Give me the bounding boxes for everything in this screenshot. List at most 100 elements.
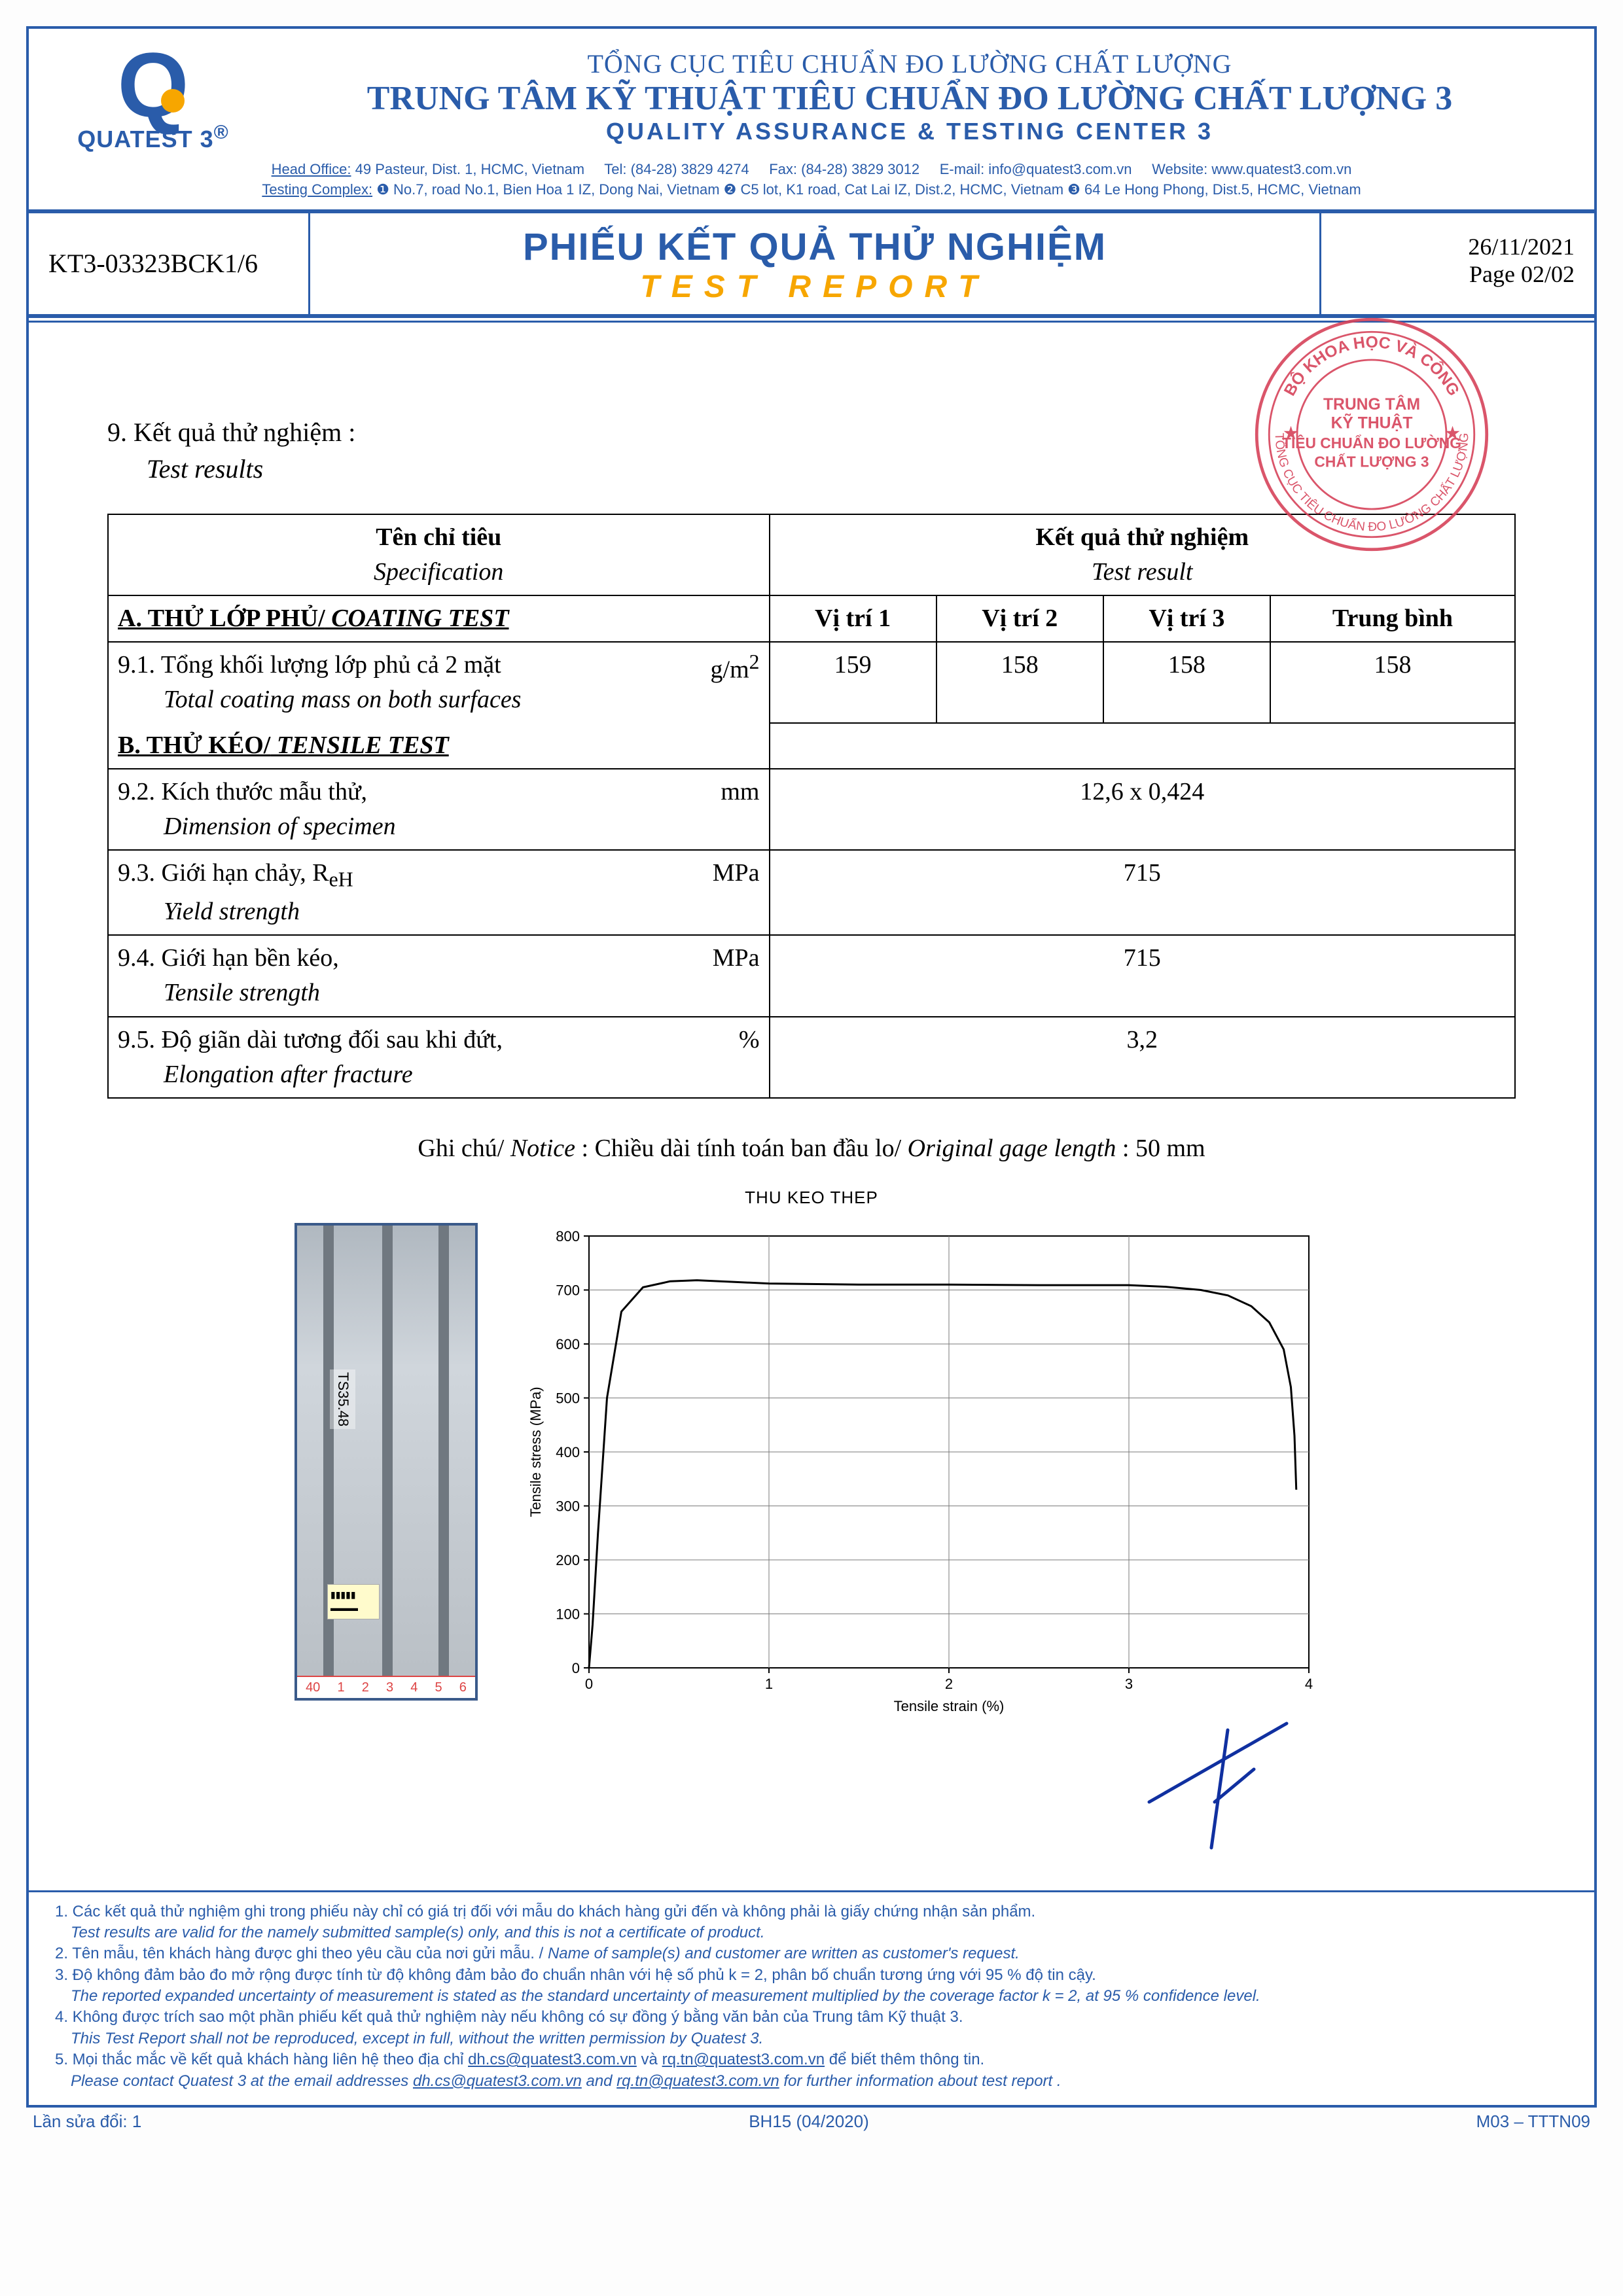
svg-text:300: 300 [556, 1498, 580, 1514]
row-93: 9.3. Giới hạn chảy, ReH MPa Yield streng… [108, 850, 770, 935]
fax: Fax: (84-28) 3829 3012 [769, 161, 919, 177]
header-center: TỔNG CỤC TIÊU CHUẨN ĐO LƯỜNG CHẤT LƯỢNG … [251, 48, 1568, 145]
email: E-mail: info@quatest3.com.vn [940, 161, 1132, 177]
specimen-tag: ▮▮▮▮▮▬▬▬ [327, 1584, 380, 1619]
r94-val: 715 [770, 935, 1516, 1016]
th-spec-en: Specification [374, 558, 503, 586]
footnotes: 1. Các kết quả thử nghiệm ghi trong phiế… [29, 1890, 1594, 2106]
fn1: 1. Các kết quả thử nghiệm ghi trong phiế… [55, 1901, 1568, 1944]
r91-p3: 158 [1103, 642, 1270, 722]
fn2: 2. Tên mẫu, tên khách hàng được ghi theo… [55, 1943, 1568, 1964]
results-table: Tên chỉ tiêu Specification Kết quả thử n… [107, 514, 1516, 1099]
title-right: 26/11/2021 Page 02/02 [1319, 213, 1594, 314]
th-result-vi: Kết quả thử nghiệm [1035, 523, 1249, 551]
r95-label: 9.5. Độ giãn dài tương đối sau khi đứt, [118, 1026, 503, 1053]
r92-val: 12,6 x 0,424 [770, 769, 1516, 850]
cat-a: A. THỬ LỚP PHỦ/ COATING TEST [108, 595, 770, 642]
col-p1: Vị trí 1 [770, 595, 936, 642]
r91-label: 9.1. Tổng khối lượng lớp phủ cả 2 mặt [118, 651, 501, 679]
svg-text:0: 0 [572, 1660, 580, 1676]
report-page: Page 02/02 [1321, 260, 1575, 288]
r92-sub: Dimension of specimen [118, 809, 760, 844]
tensile-chart-svg: 0 100 200 300 400 500 600 700 800 0 1 2 3 4 Tensile st… [517, 1223, 1329, 1720]
tail-right: M03 – TTTN09 [1476, 2111, 1590, 2132]
col-p3: Vị trí 3 [1103, 595, 1270, 642]
svg-text:1: 1 [765, 1676, 773, 1692]
r91-p1: 159 [770, 642, 936, 722]
col-p2: Vị trí 2 [936, 595, 1103, 642]
org-line1: TỔNG CỤC TIÊU CHUẨN ĐO LƯỜNG CHẤT LƯỢNG [251, 48, 1568, 79]
website: Website: www.quatest3.com.vn [1152, 161, 1351, 177]
testing-complex-label: Testing Complex: [262, 181, 372, 198]
fn4: 4. Không được trích sao một phần phiếu k… [55, 2007, 1568, 2049]
svg-text:3: 3 [1125, 1676, 1133, 1692]
section-9-heading: 9. Kết quả thử nghiệm : Test results [107, 414, 1516, 487]
svg-text:Tensile stress (MPa): Tensile stress (MPa) [527, 1386, 544, 1517]
svg-text:700: 700 [556, 1282, 580, 1298]
r95-sub: Elongation after fracture [118, 1057, 760, 1092]
report-code: KT3-03323BCK1/6 [29, 213, 310, 314]
title-bar: KT3-03323BCK1/6 PHIẾU KẾT QUẢ THỬ NGHIỆM… [29, 213, 1594, 314]
cat-b-vi: B. THỬ KÉO/ [118, 732, 270, 759]
svg-text:600: 600 [556, 1336, 580, 1352]
address-block: Head Office: 49 Pasteur, Dist. 1, HCMC, … [29, 160, 1594, 209]
content: 9. Kết quả thử nghiệm : Test results Tên… [29, 323, 1594, 1890]
tensile-chart: 0 100 200 300 400 500 600 700 800 0 1 2 3 4 Tensile st… [517, 1223, 1329, 1730]
svg-text:0: 0 [585, 1676, 593, 1692]
photo-ruler: 40123456 [297, 1676, 475, 1698]
r94-sub: Tensile strength [118, 976, 760, 1010]
media-row: TS35.48 ▮▮▮▮▮▬▬▬ 40123456 0 100 200 300 400 5… [107, 1223, 1516, 1730]
r95-val: 3,2 [770, 1017, 1516, 1098]
svg-text:800: 800 [556, 1228, 580, 1245]
specimen-label: TS35.48 [330, 1369, 355, 1429]
svg-text:200: 200 [556, 1552, 580, 1568]
cat-a-en: COATING TEST [325, 605, 509, 632]
svg-text:4: 4 [1305, 1676, 1313, 1692]
svg-text:100: 100 [556, 1606, 580, 1622]
title-center: PHIẾU KẾT QUẢ THỬ NGHIỆM TEST REPORT [310, 213, 1319, 314]
svg-text:500: 500 [556, 1390, 580, 1406]
testing-complex: ❶ No.7, road No.1, Bien Hoa 1 IZ, Dong N… [376, 181, 1361, 198]
notice-line: Ghi chú/ Notice : Chiều dài tính toán ba… [107, 1131, 1516, 1166]
svg-text:Tensile strain (%): Tensile strain (%) [894, 1698, 1005, 1714]
th-result: Kết quả thử nghiệm Test result [770, 514, 1516, 595]
head-office: 49 Pasteur, Dist. 1, HCMC, Vietnam [355, 161, 585, 177]
svg-text:400: 400 [556, 1444, 580, 1460]
section-9-title-en: Test results [107, 451, 1516, 487]
th-result-en: Test result [1092, 558, 1193, 586]
page-frame: Q QUATEST 3® TỔNG CỤC TIÊU CHUẨN ĐO LƯỜN… [26, 26, 1597, 2108]
th-spec-vi: Tên chỉ tiêu [376, 523, 501, 551]
svg-text:2: 2 [945, 1676, 953, 1692]
logo-q-icon: Q [118, 48, 189, 122]
row-94: 9.4. Giới hạn bền kéo, MPa Tensile stren… [108, 935, 770, 1016]
r93-sub: Yield strength [118, 894, 760, 929]
r91-p2: 158 [936, 642, 1103, 722]
tail-mid: BH15 (04/2020) [749, 2111, 869, 2132]
r93-label: 9.3. Giới hạn chảy, R [118, 859, 329, 887]
fn5: 5. Mọi thắc mắc về kết quả khách hàng li… [55, 2049, 1568, 2092]
header: Q QUATEST 3® TỔNG CỤC TIÊU CHUẨN ĐO LƯỜN… [29, 29, 1594, 160]
specimen-photo: TS35.48 ▮▮▮▮▮▬▬▬ 40123456 [294, 1223, 478, 1701]
rule-mid-thick [29, 314, 1594, 318]
row-91: 9.1. Tổng khối lượng lớp phủ cả 2 mặt g/… [108, 642, 770, 722]
r92-label: 9.2. Kích thước mẫu thử, [118, 778, 367, 805]
head-office-label: Head Office: [272, 161, 351, 177]
row-92: 9.2. Kích thước mẫu thử, mm Dimension of… [108, 769, 770, 850]
signature-icon [1136, 1710, 1332, 1854]
footer-tail: Lần sửa đổi: 1 BH15 (04/2020) M03 – TTTN… [26, 2108, 1597, 2132]
col-avg: Trung bình [1270, 595, 1515, 642]
org-line3: QUALITY ASSURANCE & TESTING CENTER 3 [251, 118, 1568, 145]
r94-label: 9.4. Giới hạn bền kéo, [118, 944, 339, 972]
org-line2: TRUNG TÂM KỸ THUẬT TIÊU CHUẨN ĐO LƯỜNG C… [251, 79, 1568, 118]
logo-box: Q QUATEST 3® [55, 48, 251, 153]
tail-left: Lần sửa đổi: 1 [33, 2111, 141, 2132]
cat-b-blank [770, 723, 1516, 769]
cat-b: B. THỬ KÉO/ TENSILE TEST [108, 723, 770, 769]
chart-title: THU KEO THEP [107, 1186, 1516, 1209]
row-95: 9.5. Độ giãn dài tương đối sau khi đứt, … [108, 1017, 770, 1098]
fn3: 3. Độ không đảm bảo đo mở rộng được tính… [55, 1965, 1568, 2007]
report-date: 26/11/2021 [1321, 233, 1575, 260]
title-vi: PHIẾU KẾT QUẢ THỬ NGHIỆM [310, 225, 1319, 269]
brand-sup: ® [214, 122, 229, 143]
tel: Tel: (84-28) 3829 4274 [604, 161, 749, 177]
